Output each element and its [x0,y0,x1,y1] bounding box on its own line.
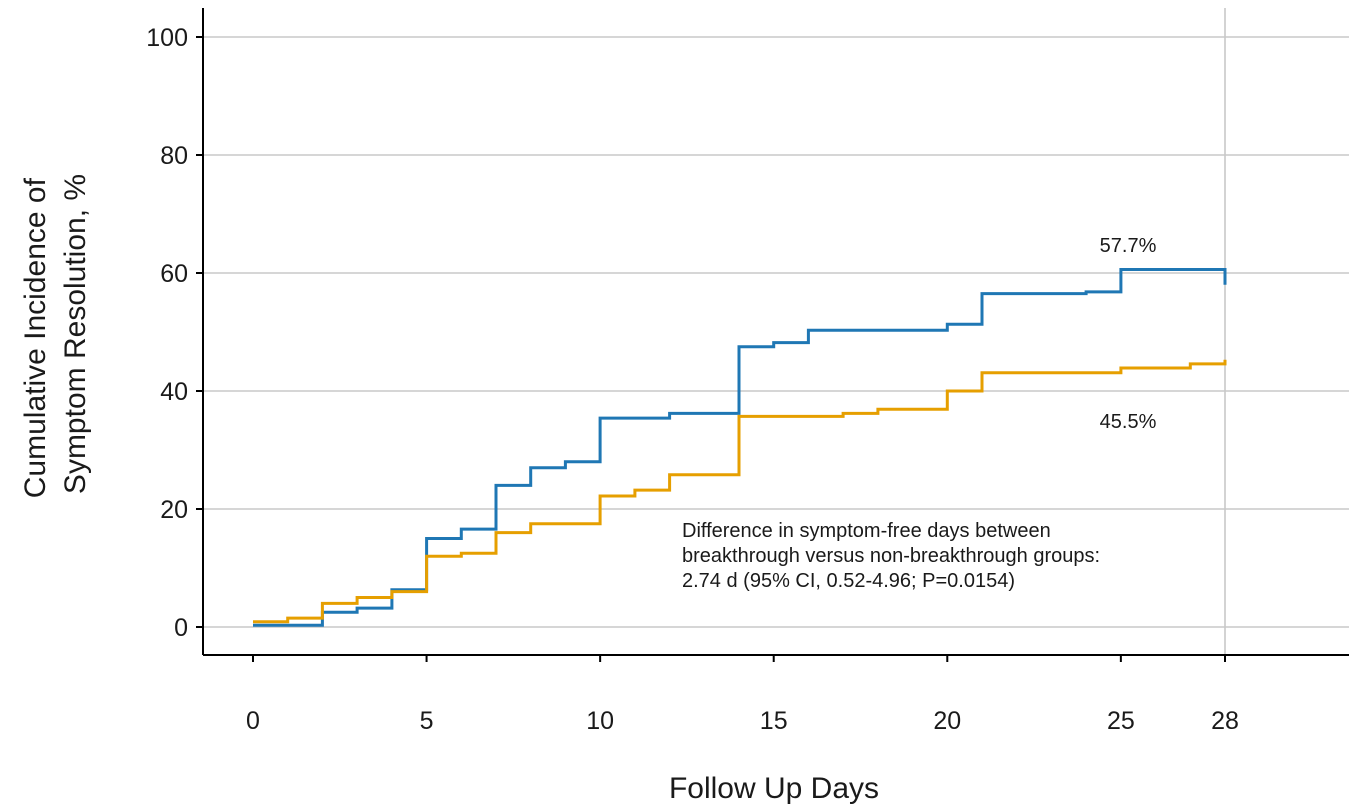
grid-layer [203,8,1349,655]
y-tick-label-80: 80 [160,142,188,170]
y-tick-label-0: 0 [174,614,188,642]
y-axis-title-line-1: Cumulative Incidence of [19,177,52,498]
y-axis-title: Cumulative Incidence of Symptom Resoluti… [19,170,92,499]
x-tick-label-5: 5 [420,707,434,735]
difference-annotation: Difference in symptom-free days between … [682,520,1106,592]
label-layer: 0 20 40 60 80 100 0 5 10 15 20 25 28 57.7% 45.5% [146,24,1239,735]
x-tick-label-20: 20 [933,707,961,735]
end-label-series-2: 45.5% [1100,411,1157,433]
end-label-series-1: 57.7% [1100,235,1157,257]
series-line-1 [253,268,1227,627]
series-layer [253,268,1227,627]
y-axis-title-line-2: Symptom Resolution, % [59,174,92,494]
x-tick-label-10: 10 [586,707,614,735]
y-tick-label-100: 100 [146,24,188,52]
annotation-line-1: Difference in symptom-free days between [682,520,1051,542]
x-tick-label-15: 15 [760,707,788,735]
x-tick-label-28: 28 [1211,707,1239,735]
y-tick-label-20: 20 [160,496,188,524]
y-tick-label-60: 60 [160,260,188,288]
x-tick-label-0: 0 [246,707,260,735]
x-axis-title: Follow Up Days [669,772,879,805]
annotation-line-2: breakthrough versus non-breakthrough gro… [682,545,1100,567]
annotation-line-3: 2.74 d (95% CI, 0.52-4.96; P=0.0154) [682,570,1015,592]
x-tick-label-25: 25 [1107,707,1135,735]
y-tick-label-40: 40 [160,378,188,406]
series-line-2 [253,359,1227,624]
axis-layer [196,8,1349,662]
